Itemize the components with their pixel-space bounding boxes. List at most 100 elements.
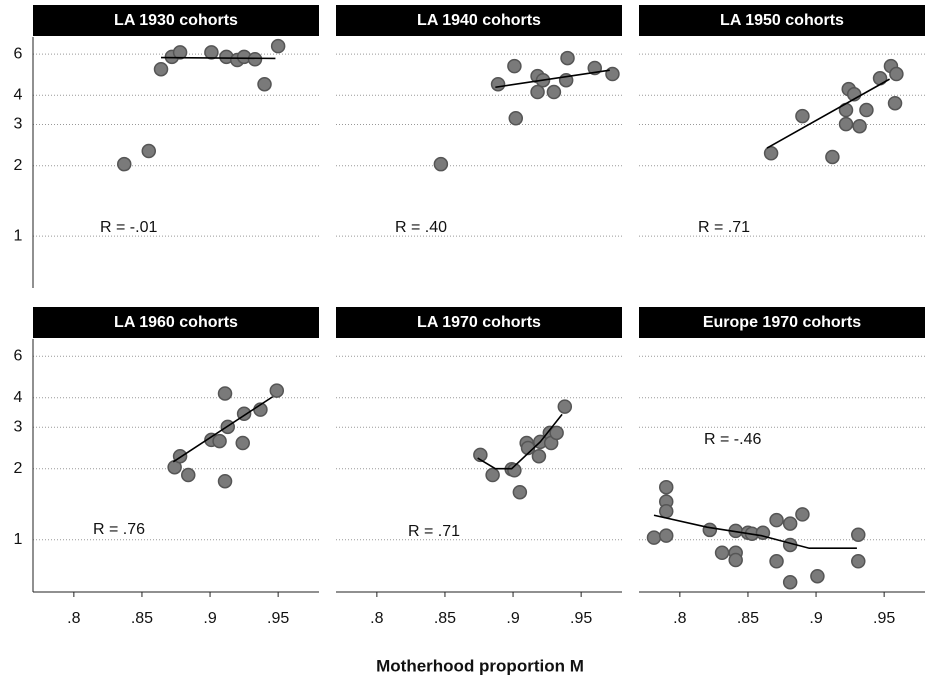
panel-title: LA 1960 cohorts xyxy=(114,314,238,331)
point xyxy=(560,50,575,66)
trend-line xyxy=(495,69,610,89)
point xyxy=(658,528,674,543)
point xyxy=(269,383,285,398)
point xyxy=(795,108,810,124)
point xyxy=(702,522,718,538)
point xyxy=(512,484,528,500)
point xyxy=(769,554,784,569)
y-tick-label: 1 xyxy=(14,531,23,548)
x-tick-label: .9 xyxy=(809,610,822,627)
point xyxy=(728,552,743,568)
point xyxy=(605,66,620,82)
point xyxy=(549,425,564,441)
point xyxy=(257,76,272,92)
x-tick-label: .9 xyxy=(203,610,216,627)
point xyxy=(810,568,825,584)
point xyxy=(247,52,263,67)
x-tick-label: .8 xyxy=(673,610,686,627)
point xyxy=(116,156,132,172)
panel-title: LA 1940 cohorts xyxy=(417,12,541,29)
point xyxy=(490,76,506,92)
x-tick-label: .8 xyxy=(370,610,383,627)
x-tick-label: .95 xyxy=(267,610,289,627)
panel-title: LA 1930 cohorts xyxy=(114,12,238,29)
trend-line xyxy=(653,514,857,550)
point xyxy=(769,512,784,528)
panel-header xyxy=(639,5,925,36)
y-tick-label: 2 xyxy=(14,157,23,174)
point xyxy=(217,386,233,401)
point xyxy=(714,545,730,561)
point xyxy=(217,473,233,489)
x-tick-label: .85 xyxy=(131,610,153,627)
point xyxy=(546,84,562,100)
point xyxy=(531,448,547,464)
annotation: R = -.01 xyxy=(100,219,157,236)
x-tick-label: .85 xyxy=(434,610,456,627)
annotation: R = -.46 xyxy=(704,431,761,448)
point xyxy=(658,479,674,495)
point xyxy=(851,527,866,542)
point xyxy=(646,530,662,545)
point xyxy=(270,38,286,54)
trend-line xyxy=(172,396,274,463)
point xyxy=(838,116,854,132)
y-tick-label: 4 xyxy=(14,389,23,406)
point xyxy=(763,146,779,161)
point xyxy=(507,58,522,74)
point xyxy=(507,463,522,478)
point xyxy=(530,84,545,100)
x-tick-label: .95 xyxy=(570,610,592,627)
annotation: R = .71 xyxy=(408,523,460,540)
point xyxy=(141,143,157,159)
point xyxy=(782,516,798,531)
x-tick-label: .95 xyxy=(873,610,895,627)
x-tick-label: .9 xyxy=(506,610,519,627)
annotation: R = .76 xyxy=(93,521,145,538)
y-tick-label: 6 xyxy=(14,347,23,364)
point xyxy=(795,507,810,522)
point xyxy=(557,399,573,414)
y-tick-label: 6 xyxy=(14,45,23,62)
point xyxy=(172,45,188,60)
annotation: R = .40 xyxy=(395,219,447,236)
panel-header xyxy=(33,307,319,338)
panel-header xyxy=(336,307,622,338)
point xyxy=(204,45,219,60)
y-tick-label: 1 xyxy=(14,227,23,244)
panel-header xyxy=(33,5,319,36)
point xyxy=(852,118,867,134)
panel-title: LA 1970 cohorts xyxy=(417,314,541,331)
point xyxy=(235,435,250,451)
trend-line xyxy=(161,56,276,60)
point xyxy=(825,149,840,165)
point xyxy=(658,504,674,519)
point xyxy=(508,111,524,126)
panel-title: Europe 1970 cohorts xyxy=(703,314,861,331)
y-tick-label: 3 xyxy=(14,418,23,435)
point xyxy=(782,574,798,590)
trend-line xyxy=(477,413,563,470)
trend-line xyxy=(766,78,890,149)
point xyxy=(473,447,488,463)
annotation: R = .71 xyxy=(698,219,750,236)
y-tick-label: 3 xyxy=(14,116,23,133)
panel-header xyxy=(639,307,925,338)
point xyxy=(887,95,903,111)
point xyxy=(433,156,449,172)
x-tick-label: .85 xyxy=(737,610,759,627)
y-tick-label: 2 xyxy=(14,460,23,477)
point xyxy=(181,467,196,483)
point xyxy=(859,102,874,118)
point xyxy=(889,66,904,82)
panel-title: LA 1950 cohorts xyxy=(720,12,844,29)
point xyxy=(212,433,227,449)
x-tick-label: .8 xyxy=(67,610,80,627)
panel-header xyxy=(336,5,622,36)
y-tick-label: 4 xyxy=(14,87,23,104)
point xyxy=(851,554,866,569)
x-axis-label: Motherhood proportion M xyxy=(376,656,584,675)
point xyxy=(153,61,169,77)
